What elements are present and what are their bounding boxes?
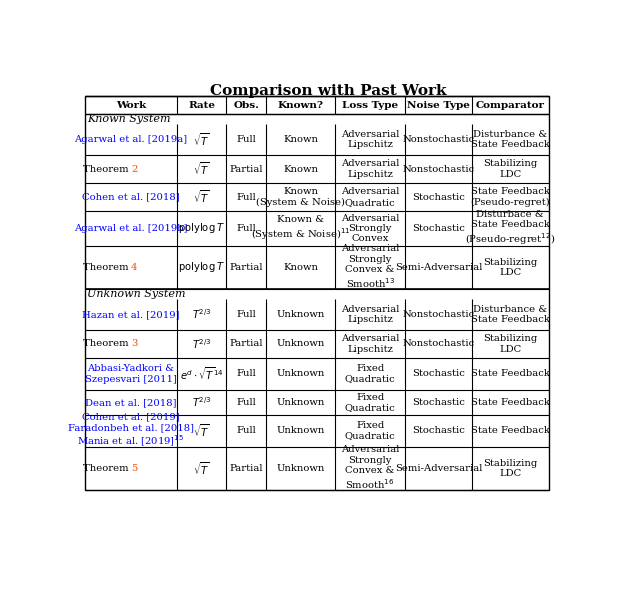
Text: Theorem: Theorem <box>83 464 131 473</box>
Text: Abbasi-Yadkori &
Szepesvari [2011]: Abbasi-Yadkori & Szepesvari [2011] <box>85 364 177 384</box>
Text: $\mathrm{poly}\log T$: $\mathrm{poly}\log T$ <box>178 260 225 274</box>
Text: $T^{2/3}$: $T^{2/3}$ <box>192 308 211 321</box>
Text: Adversarial
Lipschitz: Adversarial Lipschitz <box>341 130 399 149</box>
Text: Nonstochastic: Nonstochastic <box>402 339 474 348</box>
Text: Obs.: Obs. <box>233 101 259 110</box>
Text: Semi-Adversarial: Semi-Adversarial <box>395 464 482 473</box>
Text: Full: Full <box>236 135 256 144</box>
Text: Stabilizing
LDC: Stabilizing LDC <box>483 334 538 354</box>
Text: Full: Full <box>236 369 256 378</box>
Text: $\mathrm{poly}\log T$: $\mathrm{poly}\log T$ <box>178 222 225 236</box>
Text: Nonstochastic: Nonstochastic <box>402 135 474 144</box>
Text: Adversarial
Strongly
Convex &
Smooth$^{13}$: Adversarial Strongly Convex & Smooth$^{1… <box>341 244 399 290</box>
Text: Partial: Partial <box>229 464 263 473</box>
Text: Full: Full <box>236 192 256 202</box>
Text: $\sqrt{T}$: $\sqrt{T}$ <box>193 460 210 476</box>
Text: Cohen et al. [2019]
Faradonbeh et al. [2018]
Mania et al. [2019]$^{15}$: Cohen et al. [2019] Faradonbeh et al. [2… <box>68 412 194 449</box>
Text: Agarwal et al. [2019a]: Agarwal et al. [2019a] <box>74 135 188 144</box>
Bar <box>85 97 548 490</box>
Text: 5: 5 <box>131 464 137 473</box>
Text: Known: Known <box>284 135 318 144</box>
Text: Nonstochastic: Nonstochastic <box>402 310 474 319</box>
Text: Theorem: Theorem <box>83 164 131 174</box>
Text: Theorem: Theorem <box>83 263 131 272</box>
Text: Adversarial
Lipschitz: Adversarial Lipschitz <box>341 160 399 179</box>
Text: Stochastic: Stochastic <box>412 398 465 407</box>
Text: Disturbance &
State Feedback: Disturbance & State Feedback <box>471 305 550 324</box>
Text: $\sqrt{T}$: $\sqrt{T}$ <box>193 161 210 177</box>
Text: Fixed
Quadratic: Fixed Quadratic <box>345 393 396 412</box>
Text: Unknown: Unknown <box>276 398 325 407</box>
Text: Nonstochastic: Nonstochastic <box>402 164 474 174</box>
Text: Unknown: Unknown <box>276 464 325 473</box>
Text: Agarwal et al. [2019b]: Agarwal et al. [2019b] <box>74 224 188 233</box>
Text: Known &
(System & Noise)$^{11}$: Known & (System & Noise)$^{11}$ <box>251 215 351 242</box>
Text: Rate: Rate <box>188 101 215 110</box>
Text: Fixed
Quadratic: Fixed Quadratic <box>345 364 396 384</box>
Text: Known?: Known? <box>278 101 324 110</box>
Text: 2: 2 <box>131 164 137 174</box>
Text: Comparator: Comparator <box>476 101 545 110</box>
Text: 3: 3 <box>131 339 137 348</box>
Text: Adversarial
Quadratic: Adversarial Quadratic <box>341 188 399 207</box>
Text: Unknown: Unknown <box>276 426 325 435</box>
Text: Stochastic: Stochastic <box>412 369 465 378</box>
Text: Dean et al. [2018]: Dean et al. [2018] <box>85 398 177 407</box>
Text: State Feedback: State Feedback <box>471 369 550 378</box>
Text: $\sqrt{T}$: $\sqrt{T}$ <box>193 131 210 148</box>
Text: Disturbance &
State Feedback: Disturbance & State Feedback <box>471 130 550 149</box>
Text: Stabilizing
LDC: Stabilizing LDC <box>483 160 538 179</box>
Text: Full: Full <box>236 398 256 407</box>
Text: Work: Work <box>116 101 146 110</box>
Text: Adversarial
Lipschitz: Adversarial Lipschitz <box>341 305 399 324</box>
Text: State Feedback: State Feedback <box>471 398 550 407</box>
Text: Fixed
Quadratic: Fixed Quadratic <box>345 421 396 441</box>
Text: Stochastic: Stochastic <box>412 192 465 202</box>
Text: Known
(System & Noise): Known (System & Noise) <box>256 188 345 207</box>
Text: Full: Full <box>236 310 256 319</box>
Text: Unknown: Unknown <box>276 310 325 319</box>
Text: Adversarial
Lipschitz: Adversarial Lipschitz <box>341 334 399 354</box>
Text: $e^d \cdot \sqrt{T}^{14}$: $e^d \cdot \sqrt{T}^{14}$ <box>180 365 223 382</box>
Text: Known: Known <box>284 263 318 272</box>
Text: Loss Type: Loss Type <box>342 101 398 110</box>
Text: Partial: Partial <box>229 339 263 348</box>
Text: State Feedback
(Pseudo-regret): State Feedback (Pseudo-regret) <box>470 188 550 207</box>
Text: Unknown System: Unknown System <box>88 289 186 299</box>
Text: Unknown: Unknown <box>276 339 325 348</box>
Text: 4: 4 <box>131 263 138 272</box>
Text: Stochastic: Stochastic <box>412 224 465 233</box>
Text: Stochastic: Stochastic <box>412 426 465 435</box>
Text: $\sqrt{T}$: $\sqrt{T}$ <box>193 189 210 206</box>
Text: $T^{2/3}$: $T^{2/3}$ <box>192 337 211 351</box>
Text: Partial: Partial <box>229 164 263 174</box>
Text: Semi-Adversarial: Semi-Adversarial <box>395 263 482 272</box>
Text: State Feedback: State Feedback <box>471 426 550 435</box>
Text: Comparison with Past Work: Comparison with Past Work <box>210 84 446 98</box>
Text: Known System: Known System <box>88 114 171 124</box>
Text: Theorem: Theorem <box>83 339 131 348</box>
Text: Full: Full <box>236 224 256 233</box>
Text: Adversarial
Strongly
Convex &
Smooth$^{16}$: Adversarial Strongly Convex & Smooth$^{1… <box>341 446 399 491</box>
Text: Disturbace &
State Feedback
(Pseudo-regret$^{12}$): Disturbace & State Feedback (Pseudo-regr… <box>465 209 556 247</box>
Text: Known: Known <box>284 164 318 174</box>
Text: Noise Type: Noise Type <box>407 101 470 110</box>
Text: $\sqrt{T}$: $\sqrt{T}$ <box>193 422 210 439</box>
Text: Cohen et al. [2018]: Cohen et al. [2018] <box>82 192 180 202</box>
Text: $T^{2/3}$: $T^{2/3}$ <box>192 395 211 409</box>
Text: Adversarial
Strongly
Convex: Adversarial Strongly Convex <box>341 214 399 243</box>
Text: Unknown: Unknown <box>276 369 325 378</box>
Text: Hazan et al. [2019]: Hazan et al. [2019] <box>82 310 180 319</box>
Text: Stabilizing
LDC: Stabilizing LDC <box>483 458 538 478</box>
Text: Partial: Partial <box>229 263 263 272</box>
Text: Full: Full <box>236 426 256 435</box>
Text: Stabilizing
LDC: Stabilizing LDC <box>483 257 538 277</box>
